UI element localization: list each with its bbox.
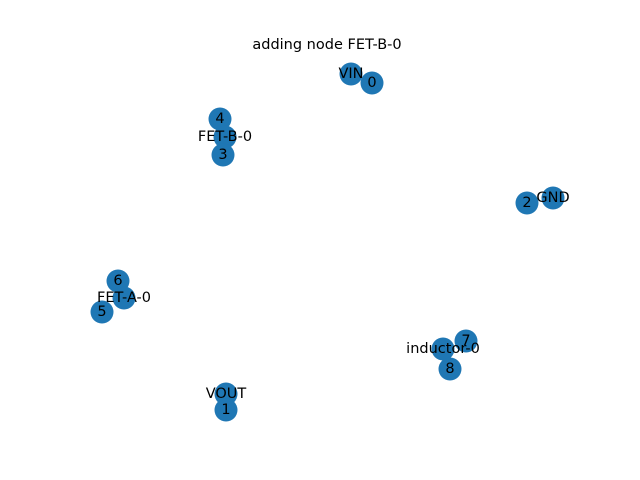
node-label-5: 5 (97, 304, 106, 320)
node-FET-A-0 (112, 286, 136, 310)
node-VOUT (214, 382, 238, 406)
node-2 (515, 191, 539, 215)
node-5 (90, 300, 114, 324)
node-8 (438, 357, 462, 381)
node-label-7: 7 (461, 333, 470, 349)
node-label-VOUT: VOUT (206, 386, 247, 402)
node-label-2: 2 (522, 195, 531, 211)
node-label-8: 8 (445, 361, 454, 377)
node-label-6: 6 (113, 273, 122, 289)
node-label-VIN: VIN (338, 66, 363, 82)
node-label-FET-B-0: FET-B-0 (198, 129, 252, 145)
node-0 (360, 71, 384, 95)
node-FET-B-0 (213, 125, 237, 149)
node-3 (211, 143, 235, 167)
node-label-GND: GND (536, 190, 569, 206)
node-4 (208, 107, 232, 131)
node-GND (541, 186, 565, 210)
node-label-0: 0 (367, 75, 376, 91)
node-7 (454, 329, 478, 353)
node-VIN (339, 62, 363, 86)
node-circles (90, 62, 565, 422)
graph-title: adding node FET-B-0 (252, 37, 401, 53)
node-label-4: 4 (215, 111, 224, 127)
node-label-FET-A-0: FET-A-0 (97, 290, 151, 306)
node-label-1: 1 (221, 402, 230, 418)
node-label-3: 3 (218, 147, 227, 163)
node-label-inductor-0: inductor-0 (406, 341, 480, 357)
node-1 (214, 398, 238, 422)
node-inductor-0 (431, 337, 455, 361)
